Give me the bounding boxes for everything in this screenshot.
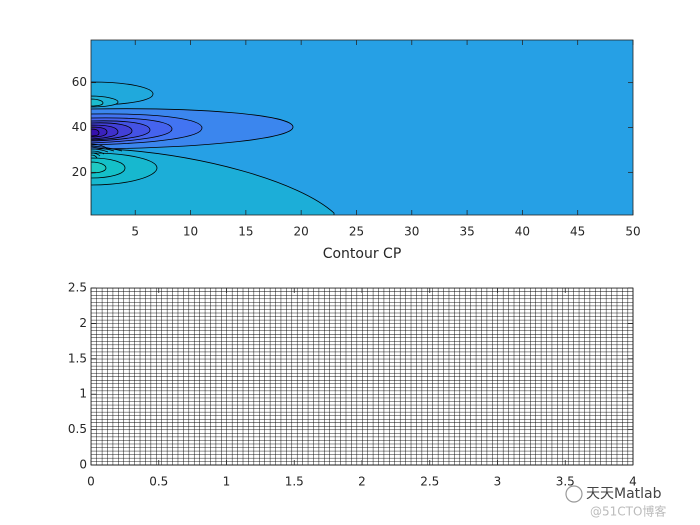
x-tick-label: 2.5: [420, 475, 439, 489]
y-tick-label: 40: [72, 120, 87, 134]
x-tick-label: 10: [183, 225, 198, 239]
y-tick-label: 60: [72, 75, 87, 89]
x-tick-label: 4: [629, 475, 637, 489]
y-tick-label: 1: [79, 387, 87, 401]
mesh-grid: [91, 288, 633, 465]
y-tick-label: 1.5: [68, 351, 87, 365]
x-tick-label: 35: [459, 225, 474, 239]
watermark-title: 天天Matlab: [586, 486, 662, 502]
x-tick-label: 1: [223, 475, 231, 489]
watermark: 天天Matlab @51CTO博客: [565, 485, 666, 519]
x-tick-label: 1.5: [285, 475, 304, 489]
x-tick-label: 3.5: [556, 475, 575, 489]
watermark-source: @51CTO博客: [590, 504, 666, 519]
x-tick-label: 20: [294, 225, 309, 239]
x-tick-label: 25: [349, 225, 364, 239]
x-axis-label: Contour CP: [323, 246, 402, 262]
x-tick-label: 50: [625, 225, 640, 239]
contour-fill: [91, 40, 633, 215]
x-tick-label: 0.5: [149, 475, 168, 489]
x-tick-label: 0: [87, 475, 95, 489]
y-tick-label: 20: [72, 165, 87, 179]
x-tick-label: 3: [494, 475, 502, 489]
y-tick-label: 2.5: [68, 281, 87, 295]
x-tick-label: 2: [358, 475, 366, 489]
x-tick-label: 5: [131, 225, 139, 239]
x-tick-label: 40: [515, 225, 530, 239]
y-tick-label: 0: [79, 458, 87, 472]
y-tick-label: 0.5: [68, 422, 87, 436]
x-tick-label: 45: [570, 225, 585, 239]
watermark-icon: [565, 485, 583, 503]
x-tick-label: 30: [404, 225, 419, 239]
x-tick-label: 15: [238, 225, 253, 239]
y-tick-label: 2: [79, 316, 87, 330]
